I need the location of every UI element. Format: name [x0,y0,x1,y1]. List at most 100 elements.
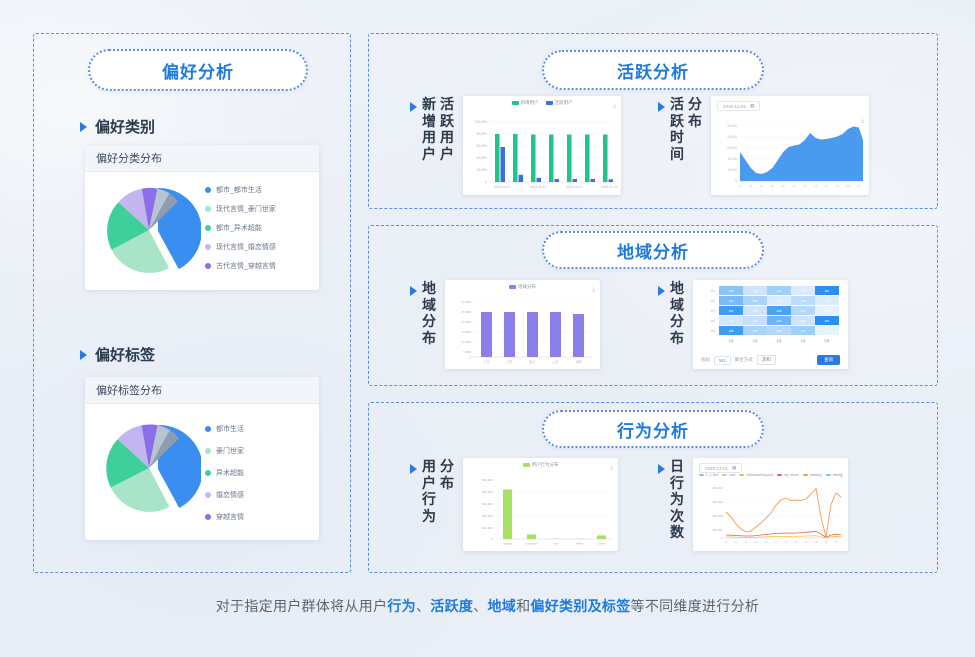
svg-text:164: 164 [729,299,734,303]
legend-item: 都市_都市生活 [205,185,313,195]
legend-item: 都市_异术超能 [205,223,313,233]
panel-title-behavior: 行为分析 [542,410,764,448]
svg-text:02: 02 [735,542,738,544]
download-icon[interactable]: ⤓ [861,118,864,124]
vertical-label-col: 日行为次数 [670,458,684,541]
legend-swatch [205,263,211,269]
chart-active-time-area[interactable]: 2019-12-01 ▦ ⤓ 30,000 25,000 20,000 15,0… [711,96,869,195]
caption-sep: 、 [473,598,488,614]
svg-text:100,000: 100,000 [482,526,493,530]
heatmap-query-button[interactable]: 查询 [817,355,840,365]
svg-text:14: 14 [814,184,817,188]
legend-item: 穿越言情 [205,512,313,522]
legend-swatch [205,470,211,476]
svg-text:15,000: 15,000 [462,330,472,334]
heatmap-field-select[interactable]: W1 [714,355,731,365]
chart-user-behavior-bar[interactable]: 用户行为分布 ⤓ 500,000 400,000 300,000 200,000 [463,458,618,551]
triangle-bullet-icon [410,286,417,296]
row-label-region-heatmap: 地域分布 [658,280,684,346]
svg-text:0: 0 [735,179,737,183]
card-preference-tag-distribution: 偏好标签分布 都市生活 [85,377,319,540]
vertical-label-columns: 地域分布 [422,280,436,346]
chart-region-heatmap[interactable]: w1 w2 w3 w4 w5 [693,280,848,369]
svg-text:00: 00 [725,542,728,544]
chart-region-distribution-bar[interactable]: 地域分布 ⤓ 30,000 25,000 20,000 1 [445,280,600,369]
legend-label: reading [809,473,822,477]
card-body: 都市生活 豪门世家 异术超能 婚恋情感 穿越言情 [85,404,319,540]
svg-text:10,000: 10,000 [462,340,472,344]
svg-text:62: 62 [825,309,829,313]
svg-text:261: 261 [825,319,830,323]
row-label-active-time: 活跃时间 分布 [658,96,702,162]
svg-text:3月: 3月 [776,339,781,343]
legend-label: withdrawDeposit [746,473,773,477]
download-icon[interactable]: ⤓ [610,465,613,471]
download-icon[interactable]: ⤓ [613,103,616,109]
download-icon[interactable]: ⤓ [592,287,595,293]
svg-text:85: 85 [825,299,829,303]
legend-swatch [205,244,211,250]
preference-tag-legend: 都市生活 豪门世家 异术超能 婚恋情感 穿越言情 [205,424,313,534]
svg-text:1月: 1月 [728,339,733,343]
vchar: 跃 [670,112,684,129]
svg-text:20: 20 [847,184,850,188]
vchar: 数 [670,524,684,541]
svg-text:0: 0 [485,180,487,184]
legend-swatch [205,448,211,454]
svg-text:186: 186 [729,309,734,313]
legend-item: withdrawDeposit [739,473,773,477]
svg-text:147: 147 [801,329,806,333]
svg-text:2019-10-01: 2019-10-01 [494,185,511,189]
svg-text:80,000: 80,000 [477,132,487,136]
svg-text:12: 12 [803,184,806,188]
svg-text:w1: w1 [711,289,715,293]
svg-text:228: 228 [777,309,782,313]
svg-text:reading: reading [503,542,513,546]
vchar: 布 [670,329,684,346]
svg-text:125: 125 [753,329,758,333]
caption-keyword-activity: 活跃度 [430,598,474,614]
row-item-active-time-distribution: 活跃时间 分布 2019-12-01 ▦ ⤓ [658,96,869,195]
svg-text:广东: 广东 [483,359,489,364]
vchar: 间 [670,145,684,162]
svg-text:20,000: 20,000 [477,168,487,172]
svg-text:25,000: 25,000 [727,135,737,139]
svg-text:江苏: 江苏 [506,359,512,364]
chart-daily-behavior-line[interactable]: 2019-12-01 ▦ 0_1-five cart withdrawDepos… [693,458,848,551]
date-filter-chip[interactable]: 2019-12-01 ▦ [717,101,761,111]
vchar: 地 [422,280,436,296]
svg-text:w2: w2 [711,299,715,303]
heatmap-agg-label: 聚合方式 [734,357,753,362]
svg-text:134: 134 [777,289,782,293]
chart-new-active-users-bar[interactable]: 新增用户 活跃用户 ⤓ 100,000 8 [463,96,621,195]
legend-item: 豪门世家 [205,446,313,456]
heatmap-agg-select[interactable]: 求和 [756,355,776,365]
svg-text:149: 149 [801,299,806,303]
vertical-label-col: 分布 [688,96,702,162]
legend-item: 异术超能 [205,468,313,478]
caption-keyword-behavior: 行为 [387,598,416,614]
vertical-label-col: 活跃时间 [670,96,684,162]
svg-text:112: 112 [753,309,758,313]
download-icon[interactable]: ⤓ [840,473,843,479]
vchar: 户 [422,145,436,162]
svg-text:118: 118 [753,289,758,293]
section-header-label: 偏好类别 [95,119,156,136]
vertical-label-columns: 新增用户 活跃用户 [422,96,454,162]
svg-text:02: 02 [749,184,752,188]
svg-text:198: 198 [729,329,734,333]
caption-suffix: 等不同维度进行分析 [630,598,760,614]
date-filter-chip[interactable]: 2019-12-01 ▦ [699,463,743,473]
svg-text:18: 18 [836,184,839,188]
svg-text:16: 16 [805,542,808,544]
vchar: 为 [422,507,436,524]
caption-keyword-preference: 偏好类别及标签 [530,598,631,614]
vchar: 域 [422,296,436,313]
vertical-label-columns: 日行为次数 [670,458,684,541]
vchar: 行 [422,491,436,508]
legend-swatch [509,285,516,289]
svg-text:40,000: 40,000 [477,156,487,160]
legend-item: 新增用户 [511,100,539,106]
svg-text:河南: 河南 [575,359,581,364]
svg-text:10: 10 [775,542,778,544]
